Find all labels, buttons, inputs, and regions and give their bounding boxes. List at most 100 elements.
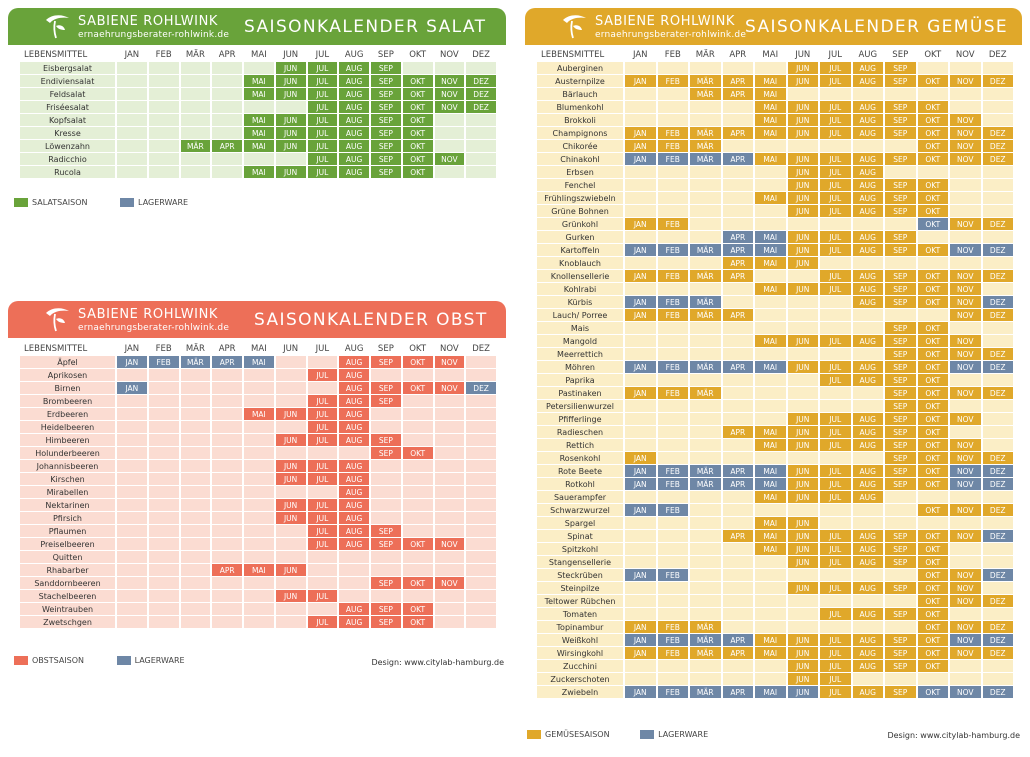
season-cell: JUN	[787, 179, 818, 191]
legend-storage: LAGERWARE	[640, 730, 708, 739]
season-cell: JUL	[820, 192, 851, 204]
month-header: OKT	[409, 50, 427, 60]
empty-cell	[402, 408, 433, 420]
empty-cell	[982, 413, 1013, 425]
season-cell: JUN	[275, 140, 306, 152]
season-cell: MAI	[755, 517, 786, 529]
storage-cell: JAN	[625, 504, 656, 516]
empty-cell	[180, 538, 211, 550]
food-name: Grüne Bohnen	[537, 205, 623, 217]
empty-cell	[820, 569, 851, 581]
empty-cell	[755, 374, 786, 386]
empty-cell	[690, 517, 721, 529]
empty-cell	[625, 595, 656, 607]
empty-cell	[657, 322, 688, 334]
season-cell: SEP	[371, 525, 401, 537]
empty-cell	[950, 192, 981, 204]
season-cell: JUN	[275, 62, 306, 74]
empty-cell	[466, 616, 496, 628]
empty-cell	[722, 140, 753, 152]
storage-cell: DEZ	[982, 686, 1013, 698]
empty-cell	[885, 569, 916, 581]
empty-cell	[982, 283, 1013, 295]
empty-cell	[307, 447, 338, 459]
empty-cell	[466, 564, 496, 576]
empty-cell	[466, 127, 496, 139]
empty-cell	[657, 88, 688, 100]
season-cell: MÄR	[690, 309, 721, 321]
empty-cell	[402, 551, 433, 563]
empty-cell	[434, 473, 465, 485]
empty-cell	[690, 400, 721, 412]
empty-cell	[466, 447, 496, 459]
season-cell: MAI	[755, 426, 786, 438]
food-name: Nektarinen	[20, 499, 115, 511]
season-cell: OKT	[917, 595, 948, 607]
season-cell: OKT	[917, 543, 948, 555]
season-cell: NOV	[434, 356, 465, 368]
empty-cell	[722, 179, 753, 191]
empty-cell	[148, 382, 179, 394]
season-cell: MAI	[755, 491, 786, 503]
empty-cell	[625, 582, 656, 594]
empty-cell	[787, 140, 818, 152]
empty-cell	[148, 127, 179, 139]
table-row: Tomaten JUL AUG SEP OKT	[537, 608, 1013, 620]
empty-cell	[117, 140, 147, 152]
season-cell: JUN	[275, 499, 306, 511]
season-cell: SEP	[885, 478, 916, 490]
empty-cell	[722, 205, 753, 217]
food-name: Gurken	[537, 231, 623, 243]
empty-cell	[180, 525, 211, 537]
legend-salat: SALATSAISON LAGERWARE	[14, 198, 188, 207]
empty-cell	[212, 473, 242, 485]
legend-storage-swatch	[120, 198, 135, 207]
season-cell: SEP	[885, 582, 916, 594]
table-row: Weintrauben AUG SEP OKT	[20, 603, 496, 615]
storage-cell: MAI	[755, 231, 786, 243]
season-cell: SEP	[371, 127, 401, 139]
season-cell: NOV	[950, 504, 981, 516]
empty-cell	[625, 179, 656, 191]
empty-cell	[180, 512, 211, 524]
food-name: Brombeeren	[20, 395, 115, 407]
month-header: APR	[218, 50, 236, 60]
season-cell: JUN	[787, 101, 818, 113]
season-cell: APR	[722, 647, 753, 659]
season-cell: NOV	[950, 309, 981, 321]
empty-cell	[307, 577, 338, 589]
table-row: Eisbergsalat JUN JUL AUG SEP	[20, 62, 496, 74]
website-text: ernaehrungsberater-rohlwink.de	[595, 30, 747, 40]
empty-cell	[982, 101, 1013, 113]
month-header: JUN	[795, 50, 811, 60]
table-row: Steckrüben JAN FEB OKT NOV DEZ	[537, 569, 1013, 581]
season-cell: SEP	[885, 387, 916, 399]
table-row: Preiselbeeren JUL AUG SEP OKT NOV	[20, 538, 496, 550]
storage-cell: JAN	[625, 569, 656, 581]
empty-cell	[690, 413, 721, 425]
table-row: Löwenzahn MÄR APR MAI JUN JUL AUG SEP OKT	[20, 140, 496, 152]
month-header: FEB	[155, 50, 172, 60]
season-cell: MAI	[755, 192, 786, 204]
empty-cell	[982, 322, 1013, 334]
empty-cell	[212, 382, 242, 394]
empty-cell	[787, 322, 818, 334]
empty-cell	[402, 473, 433, 485]
empty-cell	[212, 75, 242, 87]
empty-cell	[690, 595, 721, 607]
month-header: DEZ	[472, 50, 490, 60]
season-cell: JUL	[820, 686, 851, 698]
empty-cell	[690, 504, 721, 516]
storage-cell: MAI	[755, 478, 786, 490]
storage-cell: DEZ	[982, 634, 1013, 646]
month-header: MAI	[762, 50, 779, 60]
empty-cell	[982, 166, 1013, 178]
empty-cell	[722, 569, 753, 581]
season-cell: JUL	[820, 582, 851, 594]
storage-cell: DEZ	[982, 569, 1013, 581]
empty-cell	[950, 543, 981, 555]
season-cell: JUL	[820, 205, 851, 217]
food-name: Preiselbeeren	[20, 538, 115, 550]
season-cell: JUL	[820, 75, 851, 87]
empty-cell	[117, 395, 147, 407]
